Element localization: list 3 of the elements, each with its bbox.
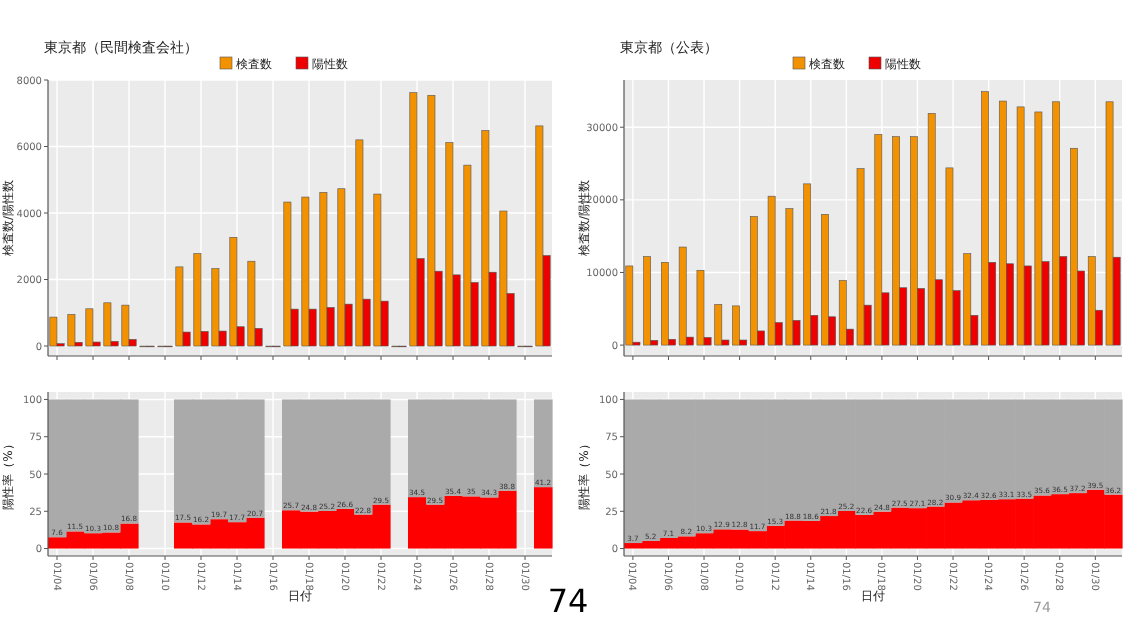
bar xyxy=(534,487,553,549)
bar xyxy=(534,399,553,488)
text: 74 xyxy=(547,582,589,620)
